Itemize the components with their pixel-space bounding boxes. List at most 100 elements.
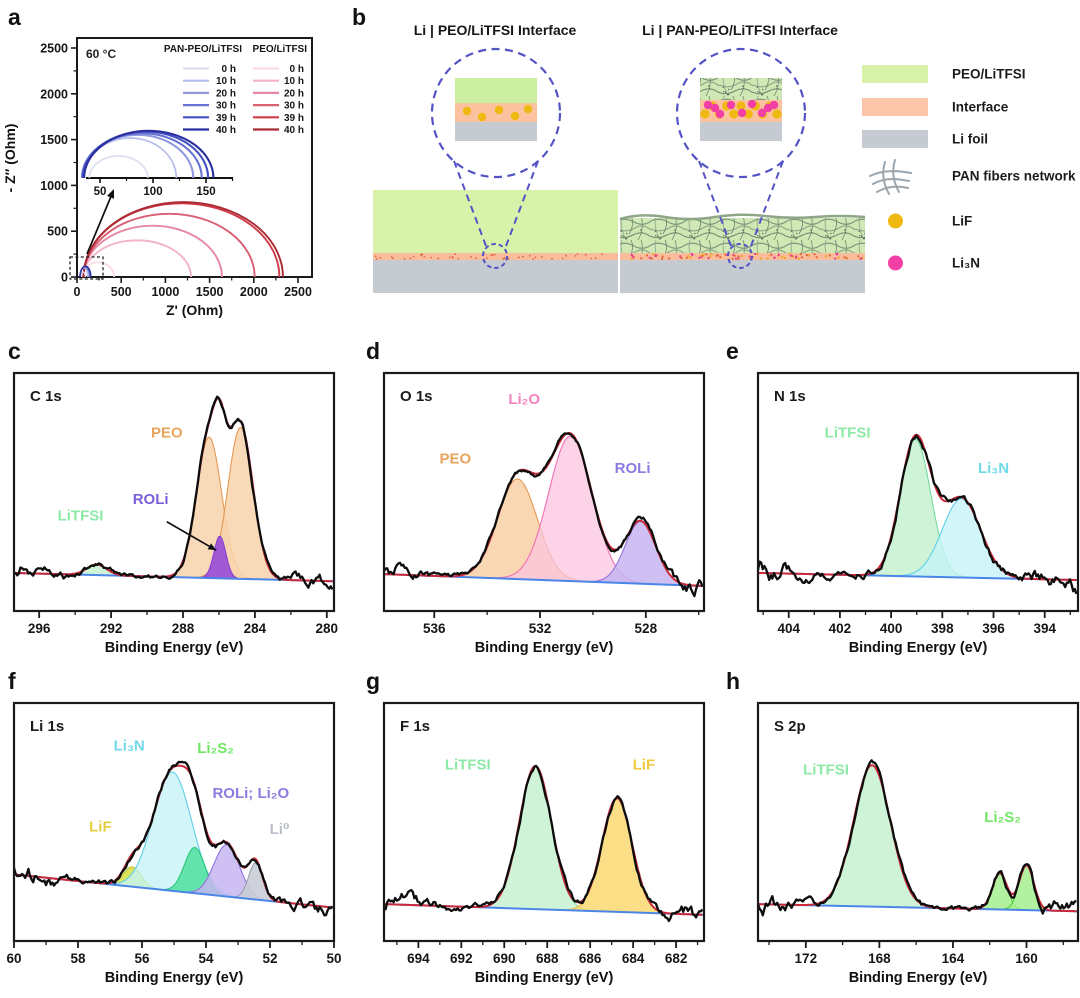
panel-g-xps-f1s: 694 692 690 688 686 684 682 Binding Energy (eV)…: [368, 663, 728, 995]
peak-annotation: LiTFSI: [803, 761, 849, 778]
legend-time-label: 40 h: [216, 125, 236, 136]
interface-speck: [503, 257, 506, 259]
interface-speck: [423, 255, 426, 258]
legend-row-peo-litfsi: PEO/LiTFSI: [857, 62, 1080, 86]
y-tick-label: 1000: [40, 179, 68, 193]
legend-time-label: 10 h: [216, 76, 236, 87]
panel-letter-b: b: [352, 4, 367, 30]
raw-spectrum-curve: [15, 760, 333, 917]
interface-speck: [448, 256, 451, 259]
magnifier-cone-line: [505, 160, 539, 247]
interface-speck: [737, 255, 740, 258]
peak-annotation: PEO: [151, 424, 183, 441]
x-tick-label: 398: [931, 621, 954, 636]
y-axis-title: - Z″ (Ohm): [2, 124, 18, 193]
magnifier-circle: [675, 47, 807, 179]
element-label: S 2p: [774, 718, 806, 735]
element-label: N 1s: [774, 388, 806, 405]
plot-area: [385, 432, 703, 598]
x-tick-label: 172: [795, 951, 818, 966]
y-tick-label: 2000: [40, 87, 68, 101]
interface-speck: [412, 255, 415, 258]
pan-fiber-layer: [620, 218, 865, 253]
interface-speck: [451, 255, 453, 258]
raw-spectrum-curve: [385, 432, 703, 598]
interface-speck: [680, 256, 683, 260]
x-tick-label: 400: [880, 621, 903, 636]
x-tick-label: 296: [28, 621, 51, 636]
x-axis-title: Binding Energy (eV): [849, 970, 988, 986]
inset-li3n-dot: [715, 109, 725, 119]
x-tick-label: 688: [536, 951, 559, 966]
magnifier-small-circle: [727, 243, 753, 269]
interface-speck: [748, 255, 751, 258]
inset-li3n-dot: [747, 99, 757, 109]
magnifier-circle: [430, 47, 562, 179]
interface-speck: [788, 252, 791, 255]
legend-label: Li foil: [952, 131, 988, 147]
legend-time-label: 39 h: [284, 113, 304, 124]
nyquist-arc-peo: [82, 224, 223, 278]
temperature-label: 60 °C: [86, 47, 116, 61]
interface-speck: [725, 253, 728, 256]
electrolyte-layer: [373, 190, 618, 253]
legend-time-label: 40 h: [284, 125, 304, 136]
y-tick-label: 1500: [40, 133, 68, 147]
panel-letter-c: c: [8, 338, 21, 364]
x-axis-title: Binding Energy (eV): [475, 970, 614, 986]
legend-label: LiF: [952, 213, 973, 229]
x-tick-label: 292: [100, 621, 123, 636]
axes-box: [756, 701, 1080, 943]
element-label: Li 1s: [30, 718, 64, 735]
interface-speck: [734, 257, 738, 260]
interface-speck: [805, 254, 808, 257]
interface-speck: [807, 254, 810, 257]
schematic-title-right: Li | PAN-PEO/LiTFSI Interface: [642, 22, 838, 38]
panel-letter-g: g: [366, 668, 381, 694]
peak-annotation: Li⁰: [270, 821, 290, 838]
panel-c-xps-c1s: 296 292 288 284 280 Binding Energy (eV) C 1s PE…: [0, 333, 360, 665]
inset-lif-dot: [700, 109, 710, 119]
interface-speck: [430, 256, 432, 259]
x-tick-label: 0: [74, 285, 81, 299]
inset-fiber-layer: [700, 78, 782, 100]
interface-speck: [860, 257, 863, 260]
peak-fill-LiTFSI: [759, 438, 1077, 581]
interface-speck: [532, 258, 535, 260]
magnifier-cone-line: [453, 160, 487, 247]
x-tick-label: 532: [529, 621, 552, 636]
panel-letter-f: f: [8, 668, 16, 694]
interface-speck: [834, 257, 837, 260]
peak-annotation: ROLi; Li₂O: [212, 785, 289, 802]
interface-speck: [705, 253, 708, 256]
x-tick-label: 694: [407, 951, 430, 966]
interface-speck: [668, 257, 671, 260]
nyquist-arc-pan-peo: [79, 265, 92, 278]
legend-time-label: 20 h: [284, 88, 304, 99]
interface-speck: [707, 257, 710, 260]
interface-speck: [534, 256, 537, 259]
axes-box: [756, 371, 1080, 613]
interface-speck: [517, 256, 520, 259]
axes-box: [382, 371, 706, 613]
x-tick-label: 58: [70, 951, 86, 966]
legend-row-lif: LiF: [857, 209, 1080, 233]
interface-speck: [491, 254, 494, 256]
x-axis-title: Binding Energy (eV): [105, 640, 244, 656]
pan-fibers-icon: [869, 159, 912, 195]
legend-row-interface: Interface: [857, 95, 1080, 119]
interface-speck: [689, 256, 692, 259]
interface-speck: [781, 256, 784, 259]
interface-speck: [799, 253, 802, 256]
legend-label: PAN fibers network: [952, 168, 1076, 184]
interface-speck: [640, 257, 643, 260]
x-axis-title: Binding Energy (eV): [849, 640, 988, 656]
interface-speck: [470, 255, 472, 258]
legend-time-label: 20 h: [216, 88, 236, 99]
x-tick-label: 404: [777, 621, 800, 636]
y-tick-label: 2500: [40, 42, 68, 56]
interface-speck: [759, 257, 762, 260]
axes-box: [76, 37, 313, 278]
interface-speck: [475, 257, 477, 260]
schematic-title-left: Li | PEO/LiTFSI Interface: [413, 22, 577, 38]
